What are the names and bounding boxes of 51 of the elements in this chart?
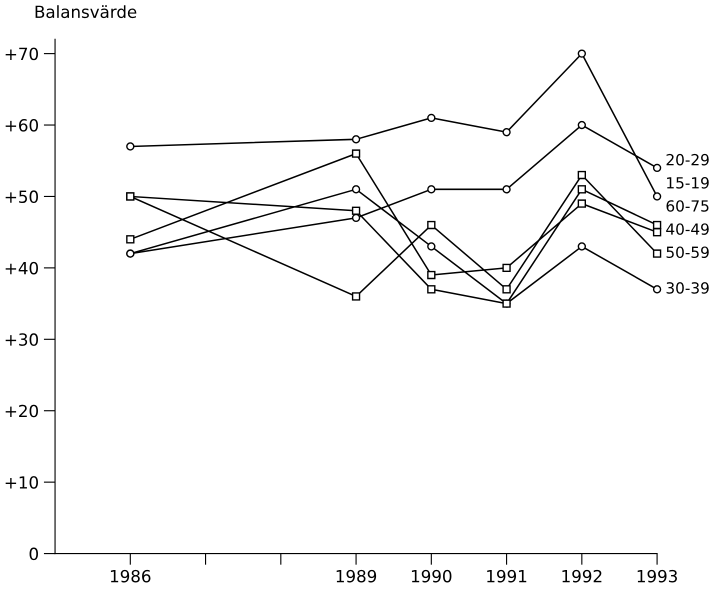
point: [652, 249, 662, 258]
point: [352, 292, 360, 301]
point: [502, 264, 511, 272]
y-tick-label: +70: [6, 48, 38, 60]
point: [502, 128, 511, 136]
point: [652, 285, 662, 294]
point: [352, 206, 360, 215]
series-label: 60-75: [666, 200, 708, 212]
point: [652, 220, 662, 230]
point: [578, 242, 586, 251]
x-tick-label: 1990: [412, 570, 452, 582]
point: [427, 242, 436, 251]
point: [578, 49, 586, 58]
y-tick-label: +60: [6, 118, 38, 132]
point: [652, 228, 662, 236]
y-tick-label: +20: [6, 404, 38, 418]
point: [352, 149, 360, 158]
point: [652, 164, 662, 172]
point: [502, 185, 511, 194]
y-tick-label: +50: [6, 190, 38, 204]
point: [652, 192, 662, 201]
series-label: 20-29: [666, 154, 709, 166]
point: [427, 114, 436, 122]
point: [578, 185, 586, 194]
point: [427, 285, 436, 294]
series-label: 40-49: [666, 223, 709, 235]
y-tick-label: +10: [6, 476, 38, 489]
x-tick-label: 1992: [562, 570, 602, 582]
x-tick-label: 1986: [110, 570, 150, 582]
point: [578, 170, 586, 180]
point: [427, 185, 436, 194]
point: [352, 214, 360, 222]
y-tick-label: +30: [6, 333, 38, 346]
series-label: 50-59: [666, 246, 709, 258]
y-tick-label: +40: [6, 262, 38, 274]
point: [126, 235, 134, 244]
point: [352, 135, 360, 144]
x-tick-label: 1993: [638, 570, 677, 582]
x-tick-label: 1991: [487, 570, 526, 582]
point: [427, 270, 436, 280]
point: [578, 120, 586, 130]
series-label: 30-39: [666, 282, 709, 294]
point: [126, 142, 134, 151]
point: [502, 285, 511, 294]
y-tick-label: 0: [30, 548, 38, 560]
point: [352, 185, 360, 194]
series-label: 15-19: [667, 177, 709, 189]
x-tick-label: 1989: [336, 570, 376, 582]
point: [578, 199, 586, 208]
point: [427, 220, 436, 230]
y-axis-title: Balansvärde: [36, 5, 136, 18]
